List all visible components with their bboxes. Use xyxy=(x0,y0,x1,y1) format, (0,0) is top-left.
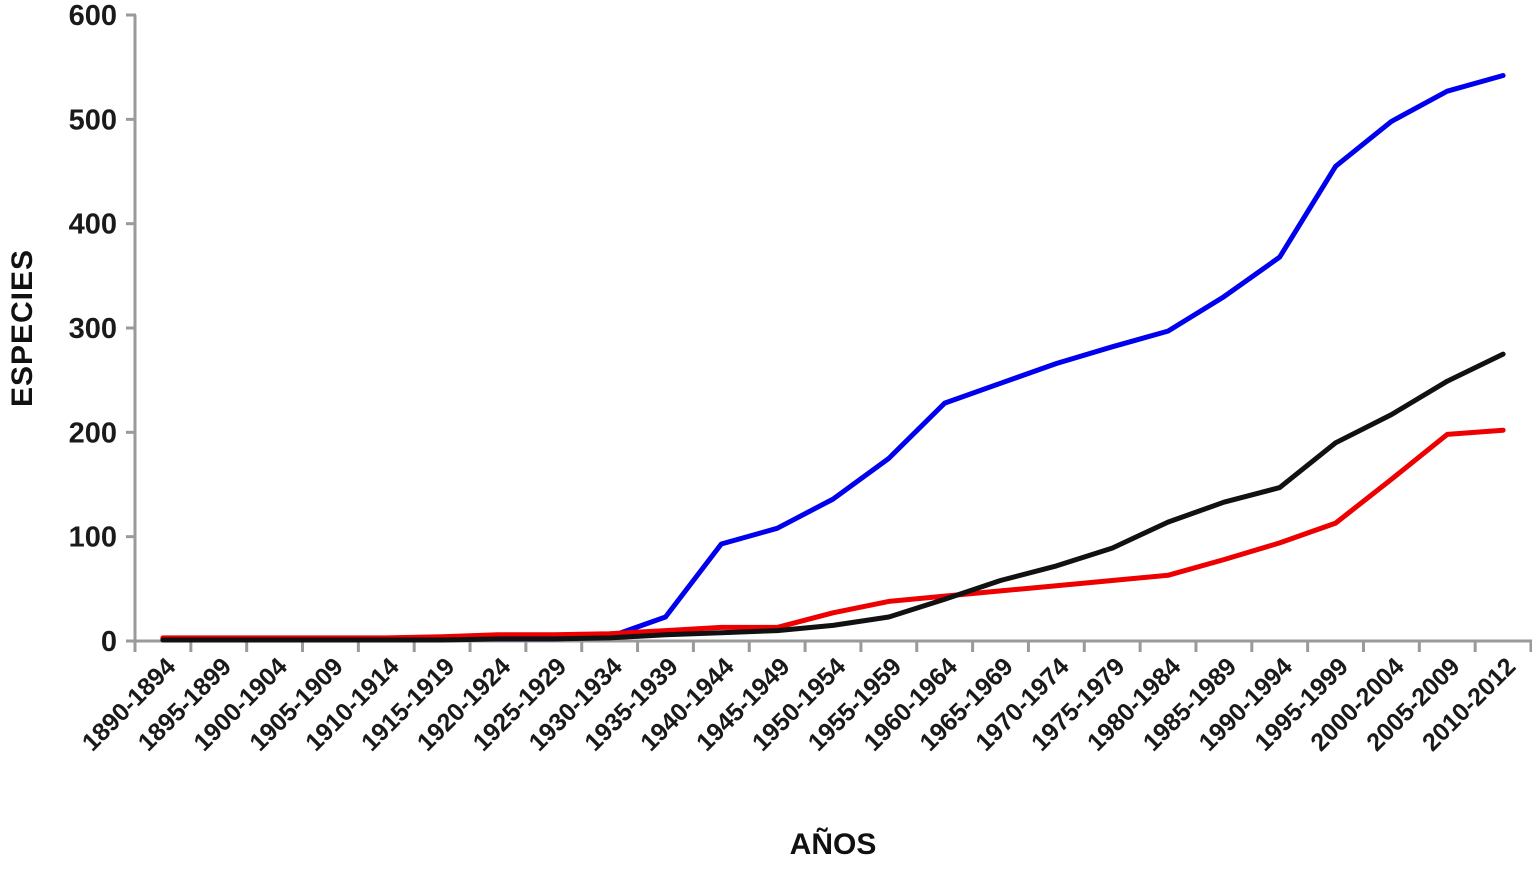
y-axis-title: ESPECIES xyxy=(6,249,39,407)
y-tick-label: 0 xyxy=(101,626,117,658)
y-tick-label: 200 xyxy=(69,417,117,449)
black-series-line xyxy=(160,351,1506,643)
y-tick-label: 100 xyxy=(69,522,117,554)
y-tick-label: 300 xyxy=(69,313,117,345)
y-tick-label: 400 xyxy=(69,209,117,241)
y-tick-label: 500 xyxy=(69,104,117,136)
x-axis-title: AÑOS xyxy=(790,827,877,861)
y-tick-label: 600 xyxy=(69,0,117,32)
blue-series-line xyxy=(160,73,1506,642)
red-series-line xyxy=(160,427,1506,641)
